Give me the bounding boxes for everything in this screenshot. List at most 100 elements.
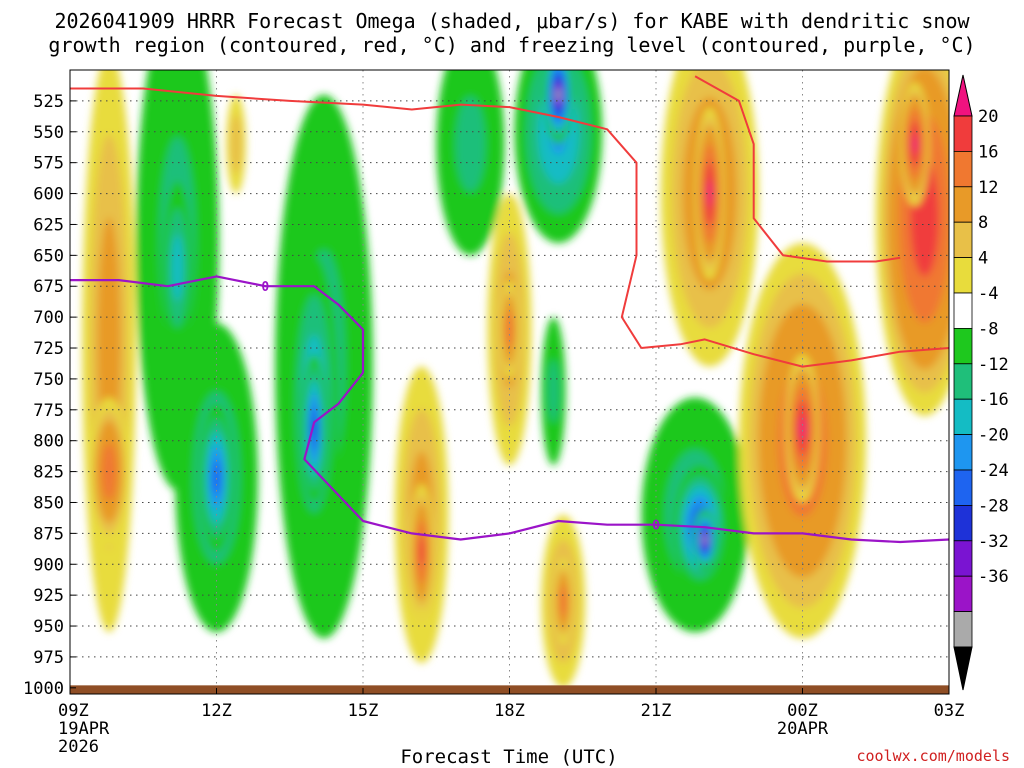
dgz-contours xyxy=(70,75,949,368)
x-tick-label: 12Z xyxy=(201,701,232,721)
x-tick-label: 00Z xyxy=(787,701,818,721)
omega-cell xyxy=(875,70,949,416)
colorbar-label: -16 xyxy=(978,390,1009,410)
colorbar-label: 8 xyxy=(978,213,988,233)
colorbar-label: -24 xyxy=(978,461,1009,481)
omega-cell xyxy=(301,354,327,503)
colorbar-label: 12 xyxy=(978,178,998,198)
y-tick-label: 800 xyxy=(33,432,64,452)
omega-band xyxy=(702,534,707,545)
omega-band xyxy=(419,538,425,566)
colorbar-label: 4 xyxy=(978,249,988,269)
omega-band xyxy=(799,416,806,441)
y-tick-label: 975 xyxy=(33,648,64,668)
omega-cell xyxy=(695,107,725,281)
omega-band xyxy=(707,179,713,208)
chart-title-line2: growth region (contoured, red, °C) and f… xyxy=(48,33,975,57)
freezing-level-label: 0 xyxy=(261,280,269,295)
omega-cell xyxy=(553,558,573,645)
x-tick-label: 03Z xyxy=(934,701,965,721)
omega-band xyxy=(912,134,918,154)
omega-cell xyxy=(543,70,573,145)
omega-band xyxy=(230,114,242,174)
y-tick-label: 725 xyxy=(33,339,64,359)
y-tick-label: 925 xyxy=(33,586,64,606)
y-tick-label: 700 xyxy=(33,308,64,328)
omega-cell xyxy=(226,94,246,194)
colorbar-label: -36 xyxy=(978,567,1009,587)
x-axis-label: Forecast Time (UTC) xyxy=(400,746,617,768)
omega-band xyxy=(212,460,221,496)
colorbar-swatch xyxy=(953,434,973,471)
y-tick-label: 550 xyxy=(33,123,64,143)
y-tick-label: 875 xyxy=(33,524,64,544)
omega-band xyxy=(556,87,561,103)
colorbar-swatch xyxy=(953,115,973,152)
colorbar: 20 16 12 8 4 -4 -8 -12 -16 -20 -24 -28 -32 -36 xyxy=(953,74,1009,691)
omega-cell xyxy=(409,483,434,620)
dgz-contour-line xyxy=(641,338,949,368)
omega-band xyxy=(548,359,559,424)
y-tick-label: 625 xyxy=(33,215,64,235)
colorbar-swatch xyxy=(953,575,973,613)
y-tick-label: 675 xyxy=(33,277,64,297)
colorbar-swatch xyxy=(953,257,973,294)
x-tick-label: 09Z xyxy=(58,701,89,721)
x-tick-label: 21Z xyxy=(641,701,672,721)
x-tick-sublabel: 2026 xyxy=(58,737,99,757)
omega-band xyxy=(559,584,567,618)
y-tick-label: 950 xyxy=(33,617,64,637)
omega-cell xyxy=(436,70,505,256)
dgz-contour-line xyxy=(70,87,643,349)
omega-cell xyxy=(199,403,234,552)
dgz-contour-line xyxy=(694,75,901,263)
y-tick-label: 850 xyxy=(33,493,64,513)
omega-cell xyxy=(541,317,566,466)
omega-cell xyxy=(692,508,718,571)
x-tick-label: 15Z xyxy=(348,701,379,721)
credit-text: coolwx.com/models xyxy=(856,747,1010,765)
freezing-level-contour: 00 xyxy=(70,275,949,544)
colorbar-bottom-arrow xyxy=(953,646,973,691)
colorbar-label: -4 xyxy=(978,284,998,304)
colorbar-swatch xyxy=(953,398,973,436)
freezing-level-label: 0 xyxy=(652,519,660,534)
y-tick-label: 575 xyxy=(33,154,64,174)
colorbar-label: -20 xyxy=(978,426,1009,446)
colorbar-swatch xyxy=(953,611,973,648)
x-tick-sublabel: 19APR xyxy=(58,719,110,739)
colorbar-swatch xyxy=(953,186,973,223)
y-tick-label: 750 xyxy=(33,370,64,390)
colorbar-swatch xyxy=(953,504,973,542)
y-tick-label: 650 xyxy=(33,246,64,266)
colorbar-label: -28 xyxy=(978,496,1009,516)
y-tick-label: 1000 xyxy=(23,679,64,699)
y-axis: 525 550 575 600 625 650 675 700 725 750 775 800 825 8… xyxy=(23,92,76,699)
omega-band xyxy=(101,443,117,501)
colorbar-label: -32 xyxy=(978,532,1009,552)
colorbar-swatch xyxy=(953,540,973,577)
colorbar-label: -8 xyxy=(978,319,998,339)
y-tick-label: 825 xyxy=(33,463,64,483)
colorbar-label: -12 xyxy=(978,355,1009,375)
omega-cell xyxy=(785,354,820,503)
colorbar-swatch xyxy=(953,469,973,506)
colorbar-swatch xyxy=(953,221,973,258)
colorbar-label: 20 xyxy=(978,107,998,127)
freezing-level-line xyxy=(70,275,949,544)
y-tick-label: 600 xyxy=(33,185,64,205)
omega-cell xyxy=(162,181,193,355)
y-tick-label: 900 xyxy=(33,555,64,575)
omega-band xyxy=(171,234,184,301)
colorbar-label: 16 xyxy=(978,142,998,162)
colorbar-swatch xyxy=(953,150,973,188)
colorbar-swatch xyxy=(953,292,973,329)
y-tick-label: 775 xyxy=(33,401,64,421)
colorbar-top-arrow xyxy=(953,74,973,117)
plot-area: 00 xyxy=(70,70,949,694)
omega-band xyxy=(455,96,486,192)
x-tick-label: 18Z xyxy=(494,701,525,721)
colorbar-swatch xyxy=(953,327,973,365)
